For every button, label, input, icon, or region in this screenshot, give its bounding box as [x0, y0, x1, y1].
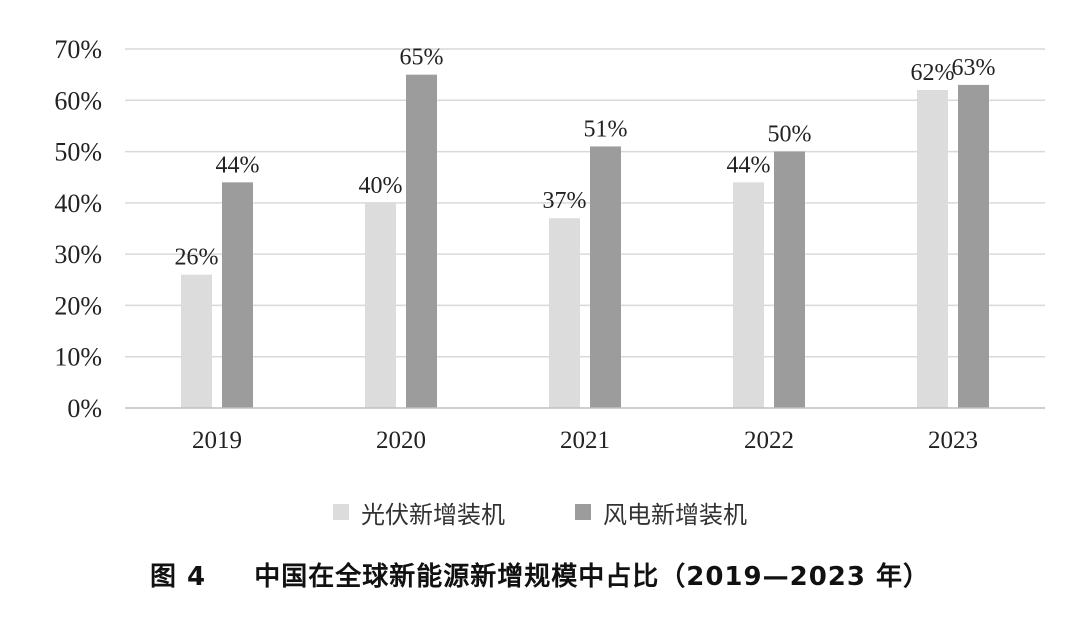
data-label: 50%: [768, 122, 812, 148]
y-axis-ticks: 0% 10% 20% 30% 40% 50% 60% 70%: [54, 35, 102, 423]
x-tick-label: 2019: [192, 427, 242, 454]
legend-swatch-series-2: [575, 504, 591, 520]
y-tick-label: 20%: [54, 291, 102, 320]
x-tick-label: 2021: [560, 427, 610, 454]
bar-1-2022: [733, 182, 764, 408]
data-label: 40%: [359, 173, 403, 199]
data-label: 44%: [727, 152, 771, 178]
data-labels: 26% 44% 40% 65% 37% 51% 44% 50% 62%63%: [175, 45, 996, 271]
data-label: 37%: [543, 188, 587, 214]
data-label: 65%: [400, 45, 444, 71]
bar-chart: 0% 10% 20% 30% 40% 50% 60% 70% 26% 44% 40% 65% 37% 5…: [54, 35, 1045, 454]
y-tick-label: 30%: [54, 240, 102, 269]
data-label: 51%: [584, 116, 628, 142]
x-tick-label: 2023: [928, 427, 978, 454]
legend-label-series-2: 风电新增装机: [603, 500, 747, 529]
legend-swatch-series-1: [333, 504, 349, 520]
y-tick-label: 50%: [54, 138, 102, 167]
figure-caption: 图 4 中国在全球新能源新增规模中占比（2019—2023 年）: [0, 556, 1080, 593]
legend-item-series-2: 风电新增装机: [575, 495, 747, 530]
bar-1-2019: [181, 274, 212, 408]
bar-2-2021: [590, 146, 621, 408]
bar-1-2021: [549, 218, 580, 408]
gridlines: [125, 48, 1045, 358]
y-tick-label: 60%: [54, 86, 102, 115]
figure-caption-text: 中国在全球新能源新增规模中占比（2019—2023 年）: [254, 562, 931, 592]
data-label: 26%: [175, 245, 219, 271]
legend: 光伏新增装机 风电新增装机: [0, 492, 1080, 532]
bar-1-2020: [365, 202, 396, 408]
legend-item-series-1: 光伏新增装机: [333, 495, 505, 530]
y-tick-label: 10%: [54, 343, 102, 372]
y-tick-label: 70%: [54, 35, 102, 64]
y-tick-label: 40%: [54, 189, 102, 218]
x-tick-label: 2022: [744, 427, 794, 454]
x-tick-label: 2020: [376, 427, 426, 454]
data-label: 63%: [952, 55, 996, 81]
legend-label-series-1: 光伏新增装机: [361, 500, 505, 529]
figure-caption-label: 图 4: [149, 562, 207, 592]
x-axis-ticks: 2019 2020 2021 2022 2023: [192, 427, 978, 454]
bar-2-2022: [774, 151, 805, 409]
data-label: 62%: [911, 60, 955, 86]
bar-2-2020: [406, 74, 437, 409]
bar-2-2023: [958, 84, 989, 409]
bar-2-2019: [222, 182, 253, 408]
y-tick-label: 0%: [67, 394, 102, 423]
data-label: 44%: [216, 152, 260, 178]
bar-1-2023: [917, 90, 948, 409]
bars: [181, 74, 989, 409]
